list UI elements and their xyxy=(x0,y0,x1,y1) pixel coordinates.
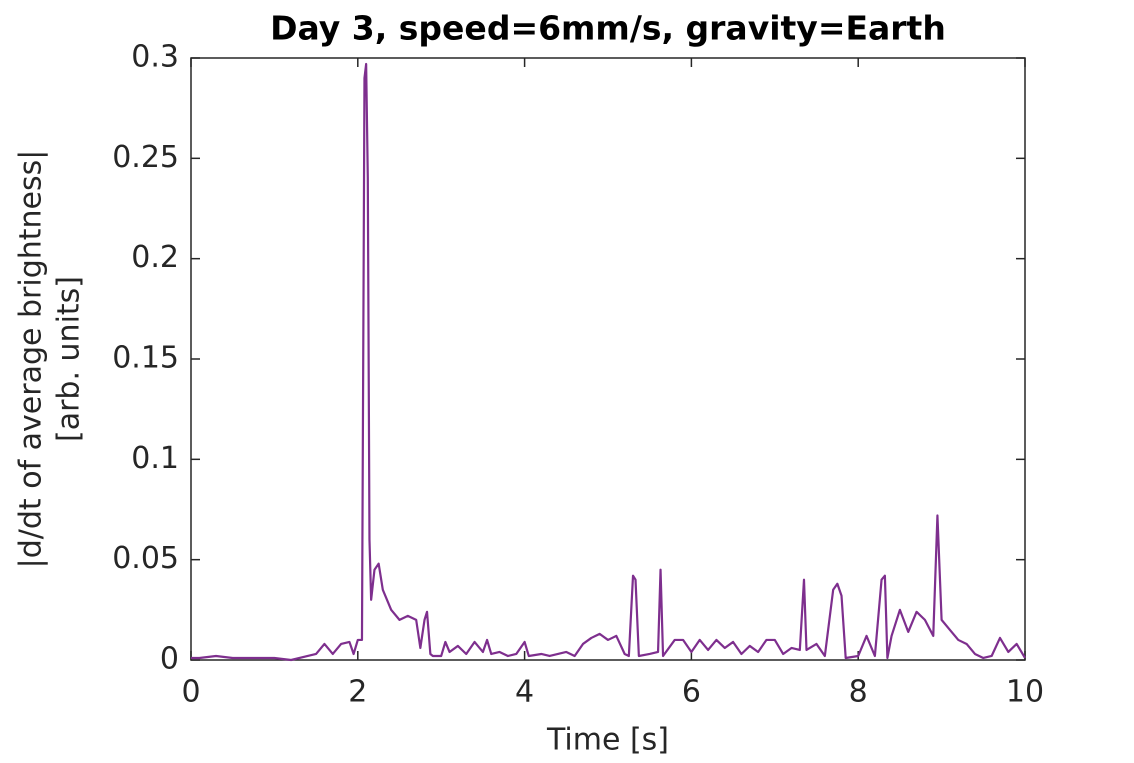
y-tick-label: 0.1 xyxy=(131,441,179,476)
plot-frame xyxy=(190,57,1026,661)
y-axis-label: |d/dt of average brightness| xyxy=(14,150,49,569)
chart-title: Day 3, speed=6mm/s, gravity=Earth xyxy=(270,9,946,48)
x-axis-label: Time [s] xyxy=(546,723,669,758)
y-tick-label: 0.25 xyxy=(112,140,179,175)
x-tick-label: 2 xyxy=(348,675,367,710)
x-tick-label: 10 xyxy=(1006,675,1044,710)
x-tick-label: 4 xyxy=(515,675,534,710)
x-tick-label: 0 xyxy=(181,675,200,710)
y-tick-label: 0.15 xyxy=(112,341,179,376)
y-tick-label: 0.3 xyxy=(131,40,179,75)
y-tick-label: 0.2 xyxy=(131,240,179,275)
y-tick-label: 0.05 xyxy=(112,541,179,576)
data-line xyxy=(191,62,1026,662)
y-axis-label: [arb. units] xyxy=(52,276,87,442)
x-tick-label: 6 xyxy=(682,675,701,710)
x-tick-label: 8 xyxy=(849,675,868,710)
y-tick-label: 0 xyxy=(160,642,179,677)
